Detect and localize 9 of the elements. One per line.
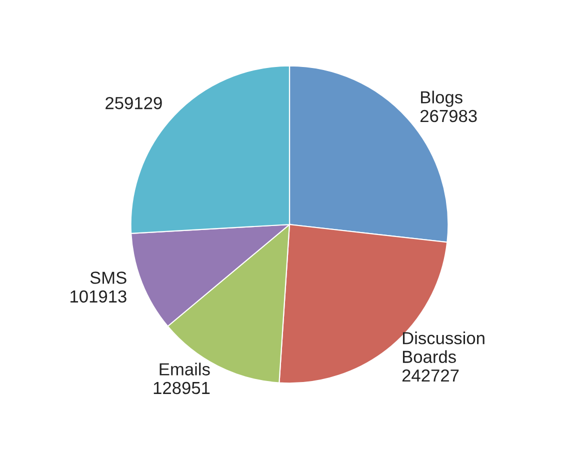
data-label: 267983 [420, 110, 477, 122]
data-label: 259129 [106, 96, 162, 110]
data-label: 128951 [154, 382, 210, 394]
data-label: 101913 [70, 290, 126, 303]
slice-label: Emails [160, 362, 210, 376]
data-label: 242727 [402, 369, 459, 382]
slice-label: Blogs [421, 90, 462, 107]
slice-label: SMS [90, 272, 126, 284]
slice-label: Discussion Boards [402, 332, 484, 364]
